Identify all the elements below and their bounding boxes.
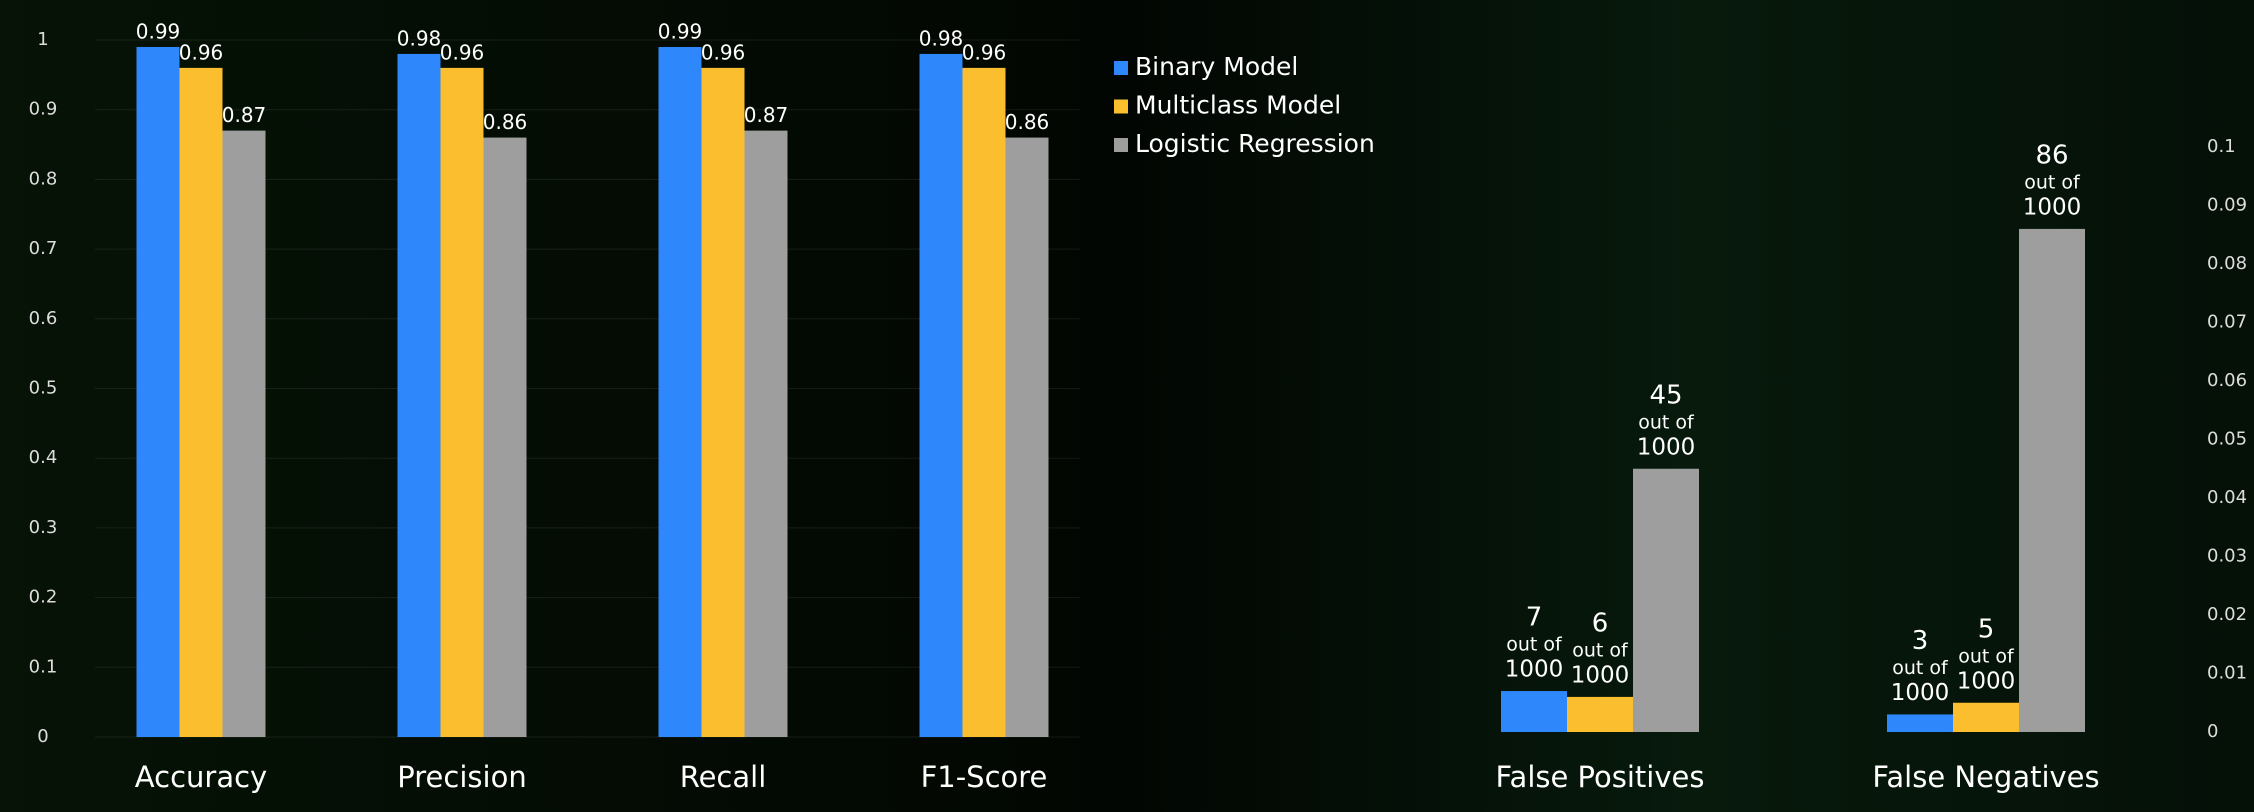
legend-swatch [1114, 138, 1128, 152]
value-label: out of [1892, 657, 1949, 679]
value-label: 1000 [1571, 662, 1630, 688]
value-label: out of [1638, 411, 1695, 433]
y-tick-label: 0.04 [2207, 487, 2247, 508]
y-tick-label: 0.02 [2207, 604, 2247, 625]
bar [744, 130, 788, 738]
value-label: 45 [1649, 380, 1682, 410]
bar [483, 137, 527, 737]
y-tick-label: 0.9 [29, 99, 58, 120]
bar [397, 53, 441, 737]
x-tick-label: Precision [397, 760, 526, 794]
value-label: 0.99 [658, 19, 703, 43]
bar [658, 46, 702, 738]
value-label: out of [1958, 645, 2015, 667]
value-label: 0.96 [179, 40, 224, 64]
value-label: 0.98 [397, 26, 442, 50]
y-tick-label: 0.09 [2207, 195, 2247, 216]
bar [919, 53, 963, 737]
value-label: 1000 [1957, 668, 2016, 694]
y-tick-label: 0.4 [29, 447, 58, 468]
y-tick-label: 1 [37, 29, 48, 50]
value-label: out of [1572, 639, 1629, 661]
value-label: 0.96 [440, 40, 485, 64]
y-tick-label: 0.05 [2207, 429, 2247, 450]
legend-label: Multiclass Model [1135, 91, 1341, 120]
value-label: 86 [2035, 140, 2068, 170]
value-label: 6 [1592, 608, 1609, 638]
x-tick-label: F1-Score [921, 760, 1048, 794]
y-tick-label: 0.1 [2207, 136, 2236, 157]
value-label: 0.98 [919, 26, 964, 50]
value-label: 0.99 [136, 19, 181, 43]
x-tick-label: Accuracy [135, 760, 267, 794]
value-label: 7 [1526, 603, 1543, 633]
y-tick-label: 0.3 [29, 517, 58, 538]
y-tick-label: 0.6 [29, 308, 58, 329]
value-label: 0.86 [1005, 110, 1050, 134]
y-tick-label: 0.06 [2207, 370, 2247, 391]
y-tick-label: 0.01 [2207, 663, 2247, 684]
y-tick-label: 0.8 [29, 168, 58, 189]
y-tick-label: 0.1 [29, 656, 58, 677]
legend-swatch [1114, 99, 1128, 114]
bar [962, 67, 1006, 737]
y-tick-label: 0 [2207, 721, 2218, 742]
value-label: 1000 [2023, 194, 2082, 220]
value-label: 1000 [1505, 657, 1564, 683]
value-label: 3 [1912, 626, 1929, 656]
bar [222, 130, 266, 738]
bar [1005, 137, 1049, 737]
legend-swatch [1114, 61, 1128, 75]
bar [1887, 714, 1953, 732]
bar [179, 67, 223, 737]
value-label: 0.96 [962, 40, 1007, 64]
legend-label: Logistic Regression [1135, 129, 1375, 158]
value-label: out of [1506, 634, 1563, 656]
y-tick-label: 0.7 [29, 238, 58, 259]
x-tick-label: False Positives [1496, 760, 1705, 794]
bar [136, 46, 180, 738]
x-tick-label: Recall [680, 760, 767, 794]
bar [2019, 228, 2085, 732]
value-label: 1000 [1891, 680, 1950, 706]
y-tick-label: 0.07 [2207, 312, 2247, 333]
bar [1633, 468, 1699, 732]
bar [701, 67, 745, 737]
bar [440, 67, 484, 737]
value-label: 0.86 [483, 110, 528, 134]
value-label: 0.96 [701, 40, 746, 64]
y-tick-label: 0.5 [29, 378, 58, 399]
y-tick-label: 0 [37, 726, 48, 747]
y-tick-label: 0.08 [2207, 253, 2247, 274]
bar [1953, 702, 2019, 732]
legend-label: Binary Model [1135, 52, 1298, 81]
bar [1567, 696, 1633, 732]
value-label: 5 [1978, 614, 1995, 644]
value-label: out of [2024, 171, 2081, 193]
y-tick-label: 0.2 [29, 587, 58, 608]
value-label: 0.87 [744, 103, 789, 127]
value-label: 1000 [1637, 434, 1696, 460]
y-tick-label: 0.03 [2207, 546, 2247, 567]
bar [1501, 691, 1567, 732]
value-label: 0.87 [222, 103, 267, 127]
x-tick-label: False Negatives [1872, 760, 2099, 794]
